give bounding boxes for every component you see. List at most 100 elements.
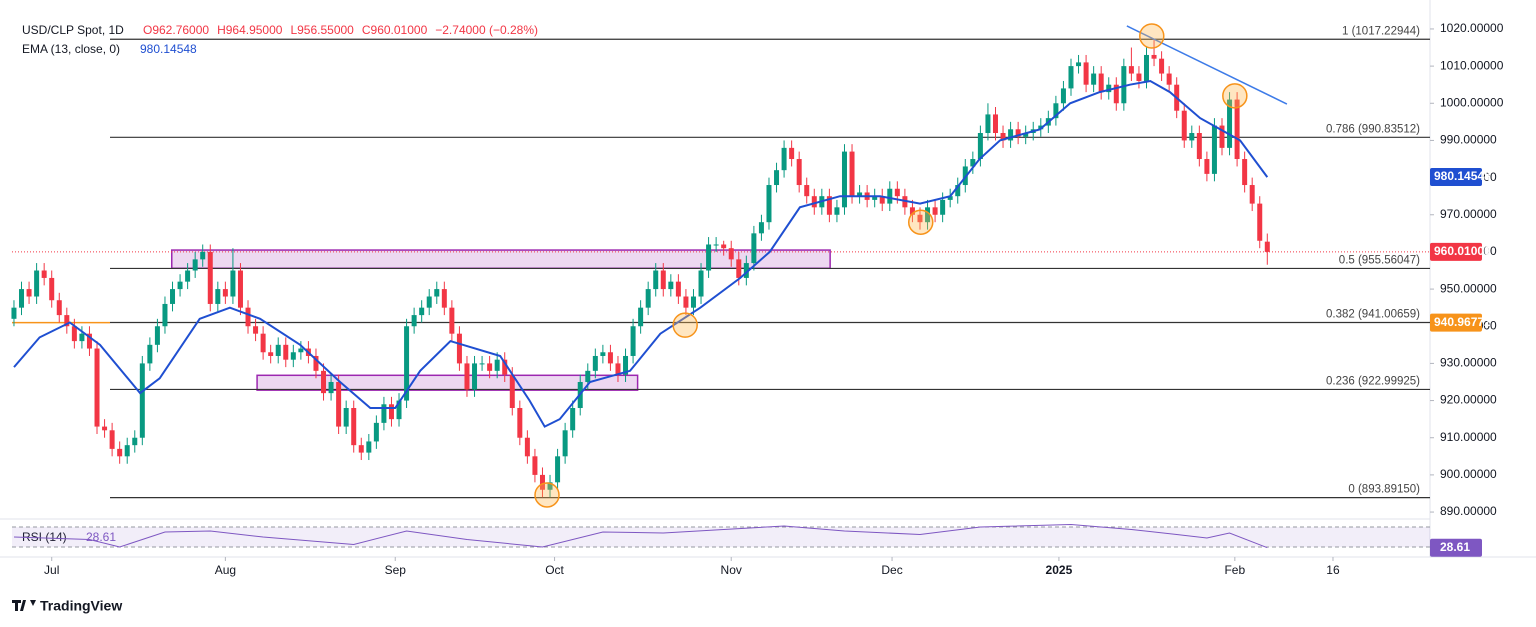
price-label-box [1430,168,1482,187]
x-tick-label: Nov [721,563,742,577]
candle-body [879,196,885,204]
y-tick-label: 900.00000 [1440,467,1497,481]
candle-body [1264,241,1270,252]
candle-body [1076,62,1082,67]
candle-body [592,355,598,371]
candle-body [177,281,183,290]
candle-body [268,352,274,356]
x-tick-label: Dec [881,563,902,577]
candle-body [645,289,651,308]
rsi-label: 28.61 [1440,540,1470,554]
chart-title: USD/CLP Spot, 1D [22,23,124,37]
candle-body [1068,66,1074,89]
candle-body [222,289,228,297]
candle-body [600,352,606,356]
candle-body [1000,133,1006,141]
brand-logo [12,600,36,611]
candle-body [1023,133,1029,137]
y-tick-label: 970.00000 [1440,207,1497,221]
candle-body [992,114,998,134]
candle-body [721,244,727,249]
candle-body [925,207,931,223]
rsi-line [13,523,1268,549]
candle-body [804,185,810,197]
candle-body [796,159,802,186]
candle-body [698,270,704,297]
candle-body [373,422,379,442]
y-tick-label: 990.00000 [1440,133,1497,147]
candle-body [555,456,561,483]
fib-label: 0.382 (941.00659) [1326,309,1420,321]
candle-body [71,326,77,342]
fib-label: 0.786 (990.83512) [1326,123,1420,135]
rsi-name: RSI (14) [22,530,67,544]
candle-body [615,363,621,375]
zone [256,374,639,391]
candle-body [328,381,334,394]
candle-body [117,448,123,457]
candle-body [313,355,319,371]
y-tick-label: 950.00000 [1440,281,1497,295]
price-label: 960.01000 [1434,244,1491,258]
candle-body [64,315,70,327]
candle-body [351,408,357,446]
candle-body [464,363,470,390]
candle-body [1060,88,1066,104]
candle-body [562,430,568,457]
candle-body [849,151,855,197]
candle-body [19,289,25,308]
candle-body [237,270,243,308]
price-label-box [1430,242,1482,261]
candle-body [487,363,493,371]
candle-body [917,214,923,223]
candle-body [690,296,696,308]
candle-body [1106,84,1112,93]
candle-body [298,348,304,353]
candle-body [743,263,749,278]
candle-body [147,344,153,364]
candle-body [932,207,938,215]
candle-body [1159,58,1165,74]
candle-body [894,188,900,197]
candle-body [1242,159,1248,186]
candle-body [207,251,213,304]
candle-body [985,114,991,134]
candle-body [1083,62,1089,85]
y-tick-label: 1010.00000 [1440,58,1504,72]
candle-body [713,244,719,246]
candle-body [479,363,485,365]
x-tick-label: 16 [1326,563,1340,577]
candle-body [494,359,500,371]
candle-body [1181,110,1187,141]
legend-value: C960.01000 [362,23,428,37]
candle-body [1128,66,1134,74]
candle-body [388,404,394,420]
candle-body [532,456,538,475]
candle-body [170,289,176,304]
candle-body [472,363,478,390]
candle-body [1053,103,1059,119]
candle-body [366,441,372,453]
candle-body [1091,73,1097,85]
candle-body [1098,73,1104,93]
candle-body [1189,133,1195,141]
candle-body [358,445,364,453]
candle-body [758,222,764,234]
price-label-box [1430,313,1482,332]
legend-value: L956.55000 [290,23,354,37]
candle-body [683,296,689,308]
candle-body [86,333,92,349]
candle-body [102,426,108,431]
candle-body [970,159,976,167]
candle-body [124,445,130,457]
candle-body [811,196,817,208]
candle-body [736,259,742,278]
candle-body [1219,125,1225,148]
candle-body [56,300,62,316]
candle-body [630,326,636,356]
x-tick-label: Sep [385,563,407,577]
candle-body [456,333,462,364]
candle-body [26,289,32,297]
price-label: 940.96772 [1434,315,1491,329]
